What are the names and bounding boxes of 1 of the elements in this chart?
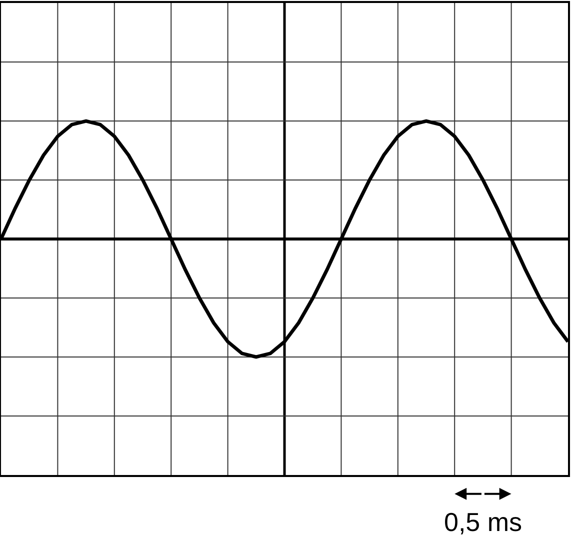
text: 0,5 ms (444, 507, 522, 537)
